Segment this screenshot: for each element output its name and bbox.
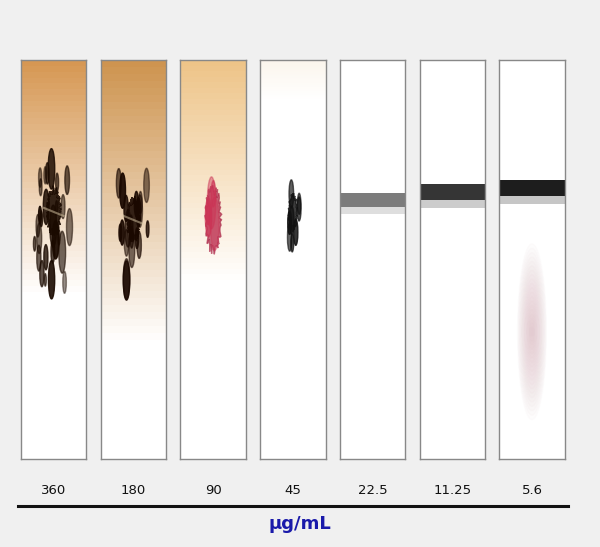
Polygon shape xyxy=(523,275,541,389)
Circle shape xyxy=(34,236,36,251)
Circle shape xyxy=(291,234,293,252)
Circle shape xyxy=(287,224,292,251)
Circle shape xyxy=(65,166,70,194)
Circle shape xyxy=(125,210,131,247)
Circle shape xyxy=(146,221,149,237)
Circle shape xyxy=(120,220,124,245)
Text: 22.5: 22.5 xyxy=(358,484,388,497)
Circle shape xyxy=(55,201,58,216)
Circle shape xyxy=(211,181,215,207)
Circle shape xyxy=(120,173,125,208)
Circle shape xyxy=(37,245,41,271)
Circle shape xyxy=(211,197,219,251)
Circle shape xyxy=(130,226,133,248)
Circle shape xyxy=(134,191,139,217)
Circle shape xyxy=(38,206,41,224)
Circle shape xyxy=(51,241,55,263)
Circle shape xyxy=(40,211,43,226)
Circle shape xyxy=(46,162,49,184)
Circle shape xyxy=(37,223,42,254)
Text: 90: 90 xyxy=(205,484,221,497)
Circle shape xyxy=(297,197,301,221)
Circle shape xyxy=(50,205,56,247)
Circle shape xyxy=(67,208,73,246)
Circle shape xyxy=(287,211,292,235)
Polygon shape xyxy=(523,279,541,385)
Circle shape xyxy=(137,232,142,258)
Circle shape xyxy=(39,179,42,196)
Polygon shape xyxy=(529,314,535,350)
Circle shape xyxy=(49,260,55,299)
Circle shape xyxy=(293,219,298,246)
Polygon shape xyxy=(126,196,140,242)
Circle shape xyxy=(205,197,212,237)
Circle shape xyxy=(144,168,149,202)
Polygon shape xyxy=(47,185,61,235)
Polygon shape xyxy=(521,266,543,398)
Circle shape xyxy=(124,195,128,222)
Circle shape xyxy=(63,271,67,293)
Circle shape xyxy=(135,228,139,248)
Polygon shape xyxy=(525,288,539,376)
Circle shape xyxy=(123,261,130,300)
Polygon shape xyxy=(527,305,536,358)
Circle shape xyxy=(54,227,59,258)
Circle shape xyxy=(124,229,128,256)
Circle shape xyxy=(136,198,141,226)
Circle shape xyxy=(116,168,121,198)
Polygon shape xyxy=(529,310,536,354)
Text: μg/mL: μg/mL xyxy=(269,515,331,533)
Text: 360: 360 xyxy=(41,484,67,497)
Circle shape xyxy=(58,230,60,245)
Polygon shape xyxy=(524,283,540,380)
Polygon shape xyxy=(530,323,533,340)
Text: 180: 180 xyxy=(121,484,146,497)
Circle shape xyxy=(129,231,135,267)
Circle shape xyxy=(44,167,47,184)
Polygon shape xyxy=(531,327,533,336)
Circle shape xyxy=(38,168,42,187)
Circle shape xyxy=(43,189,49,224)
Text: 45: 45 xyxy=(284,484,301,497)
Text: 11.25: 11.25 xyxy=(433,484,472,497)
Polygon shape xyxy=(527,301,537,363)
Text: 5.6: 5.6 xyxy=(521,484,542,497)
Circle shape xyxy=(123,259,130,299)
Polygon shape xyxy=(526,292,538,371)
Circle shape xyxy=(289,206,294,234)
Circle shape xyxy=(137,195,142,228)
Circle shape xyxy=(119,224,122,241)
Circle shape xyxy=(48,149,55,189)
Circle shape xyxy=(139,191,142,213)
Circle shape xyxy=(52,220,59,259)
Circle shape xyxy=(56,173,59,191)
Circle shape xyxy=(36,214,40,237)
Polygon shape xyxy=(530,318,534,345)
Polygon shape xyxy=(289,194,298,231)
Polygon shape xyxy=(526,296,538,367)
Polygon shape xyxy=(522,270,542,393)
Circle shape xyxy=(44,245,48,270)
Circle shape xyxy=(289,180,293,208)
Circle shape xyxy=(129,215,133,237)
Polygon shape xyxy=(205,185,222,254)
Circle shape xyxy=(207,177,216,229)
Circle shape xyxy=(40,260,44,287)
Circle shape xyxy=(298,193,301,214)
Circle shape xyxy=(44,274,46,286)
Circle shape xyxy=(206,200,210,225)
Circle shape xyxy=(61,195,65,219)
Circle shape xyxy=(59,231,65,273)
